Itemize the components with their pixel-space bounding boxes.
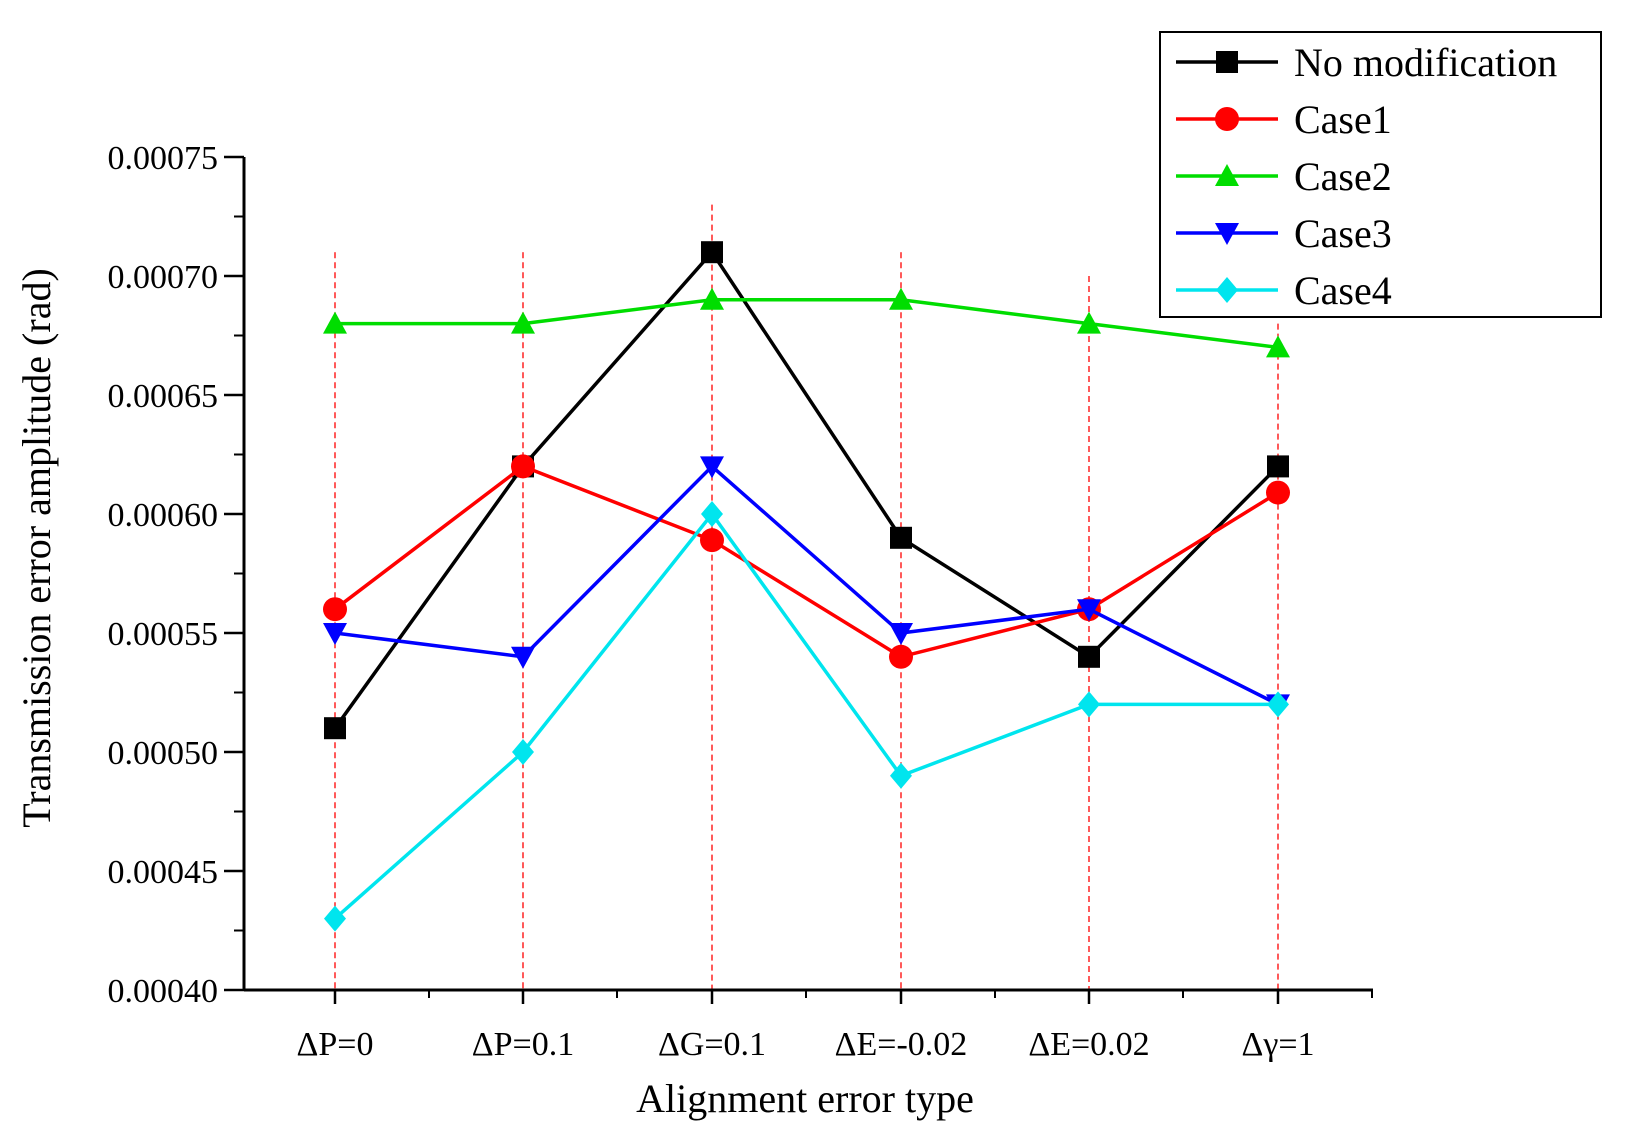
series-4-point-2 xyxy=(701,501,723,527)
legend-marker-3 xyxy=(1215,223,1239,245)
series-1-point-5 xyxy=(1266,480,1290,505)
series-2-point-3 xyxy=(889,287,913,310)
x-axis-title: Alignment error type xyxy=(636,1076,974,1121)
y-tick-label-0: 0.00040 xyxy=(108,973,219,1010)
reference-lines xyxy=(334,204,1279,990)
x-tick-label-3: ΔE=-0.02 xyxy=(835,1026,968,1063)
series-1-point-3 xyxy=(889,644,913,669)
series-2-point-1 xyxy=(511,311,535,334)
series-3-point-4 xyxy=(1077,599,1101,622)
y-axis: 0.00040 0.00045 0.00050 0.00055 0.00060 0.000… xyxy=(108,140,246,1010)
legend-label-4: Case4 xyxy=(1294,268,1392,313)
series-4 xyxy=(324,501,1289,932)
legend-label-0: No modification xyxy=(1294,40,1557,85)
y-tick-label-4: 0.00060 xyxy=(108,497,219,534)
y-tick-label-3: 0.00055 xyxy=(108,616,219,653)
x-tick-label-4: ΔE=0.02 xyxy=(1028,1026,1149,1063)
series-3 xyxy=(323,456,1290,717)
legend-label-1: Case1 xyxy=(1294,97,1392,142)
legend-label-3: Case3 xyxy=(1294,211,1392,256)
series-2-point-0 xyxy=(323,311,347,334)
y-tick-label-5: 0.00065 xyxy=(108,378,219,415)
legend-marker-2 xyxy=(1215,164,1239,186)
series-1 xyxy=(323,454,1290,669)
legend-marker-4 xyxy=(1216,277,1238,303)
legend-marker-1 xyxy=(1215,107,1239,131)
y-axis-title: Transmission error amplitude (rad) xyxy=(14,268,59,828)
series-2-point-2 xyxy=(700,287,724,310)
series-1-point-1 xyxy=(511,454,535,479)
legend-marker-0 xyxy=(1216,51,1238,73)
series-line-3 xyxy=(334,463,1279,706)
series-line-1 xyxy=(333,464,1279,659)
series-0-point-3 xyxy=(890,526,912,549)
series-2-point-5 xyxy=(1266,335,1290,358)
x-axis: ΔP=0 ΔP=0.1 ΔG=0.1 ΔE=-0.02 ΔE=0.02 Δγ=1 xyxy=(244,988,1373,1063)
series-0-point-4 xyxy=(1078,645,1100,668)
series-line-4 xyxy=(333,511,1278,920)
legend-label-2: Case2 xyxy=(1294,154,1392,199)
y-tick-label-2: 0.00050 xyxy=(108,735,219,772)
series-3-point-2 xyxy=(700,456,724,479)
series-0 xyxy=(324,241,1289,740)
legend: No modification Case1 Case2 Case3 Case4 xyxy=(1159,31,1602,318)
series-3-point-1 xyxy=(511,646,535,669)
series-0-point-0 xyxy=(324,717,346,740)
series-0-point-5 xyxy=(1267,455,1289,478)
x-tick-label-5: Δγ=1 xyxy=(1241,1026,1314,1063)
series-1-point-0 xyxy=(323,597,347,622)
series-2-point-4 xyxy=(1077,311,1101,334)
x-tick-label-2: ΔG=0.1 xyxy=(658,1026,766,1063)
series-3-point-3 xyxy=(889,623,913,645)
series-line-2 xyxy=(335,298,1279,350)
series-4-point-1 xyxy=(512,739,534,765)
series-4-point-4 xyxy=(1078,691,1100,718)
y-tick-label-6: 0.00070 xyxy=(108,259,219,296)
series-4-point-5 xyxy=(1267,691,1289,718)
y-tick-label-1: 0.00045 xyxy=(108,854,219,891)
series-4-point-0 xyxy=(324,905,346,932)
x-tick-label-0: ΔP=0 xyxy=(297,1026,374,1063)
y-tick-label-7: 0.00075 xyxy=(108,140,219,177)
series-1-point-2 xyxy=(700,528,724,553)
x-tick-label-1: ΔP=0.1 xyxy=(472,1026,574,1063)
series-group xyxy=(323,241,1290,932)
series-0-point-2 xyxy=(701,241,723,264)
series-2 xyxy=(323,287,1290,358)
series-3-point-0 xyxy=(323,623,347,645)
series-4-point-3 xyxy=(890,762,912,789)
